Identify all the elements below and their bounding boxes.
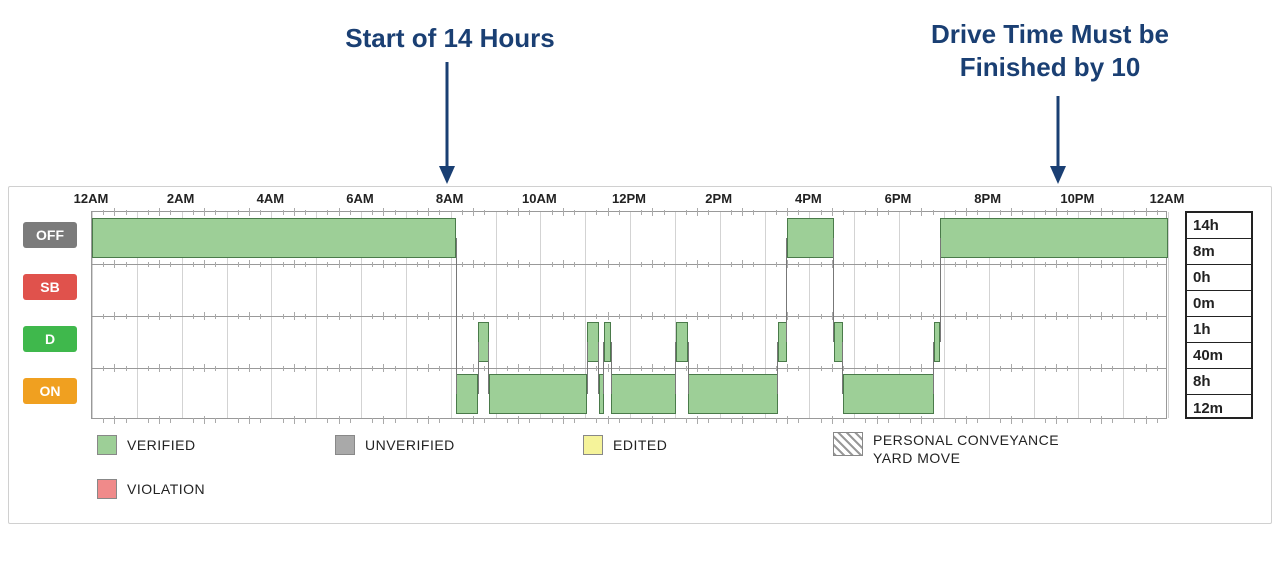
legend-swatch: [335, 435, 355, 455]
legend-label: PERSONAL CONVEYANCEYARD MOVE: [873, 432, 1059, 467]
legend-swatch-hatch: [833, 432, 863, 456]
arrow-finish-10: [1048, 96, 1068, 184]
legend: VERIFIED UNVERIFIED EDITED VIOLATION PERSONA…: [9, 187, 1271, 523]
legend-swatch: [97, 435, 117, 455]
annotation-finish-10-line2: Finished by 10: [860, 51, 1240, 84]
legend-label: VIOLATION: [127, 481, 205, 497]
arrow-start-14h: [437, 62, 457, 184]
legend-label: VERIFIED: [127, 437, 196, 453]
legend-item-pc-ym: PERSONAL CONVEYANCEYARD MOVE: [833, 432, 1059, 467]
annotation-start-14h: Start of 14 Hours: [280, 22, 620, 55]
annotation-finish-10-line1: Drive Time Must be: [860, 18, 1240, 51]
eld-chart-frame: 12AM2AM4AM6AM8AM10AM12PM2PM4PM6PM8PM10PM…: [8, 186, 1272, 524]
legend-item: VIOLATION: [97, 479, 205, 499]
legend-swatch: [583, 435, 603, 455]
legend-item: EDITED: [583, 435, 667, 455]
legend-swatch: [97, 479, 117, 499]
annotation-finish-10: Drive Time Must be Finished by 10: [860, 18, 1240, 83]
legend-item: VERIFIED: [97, 435, 196, 455]
legend-label: UNVERIFIED: [365, 437, 455, 453]
legend-label: EDITED: [613, 437, 667, 453]
annotation-start-14h-text: Start of 14 Hours: [345, 23, 555, 53]
legend-item: UNVERIFIED: [335, 435, 455, 455]
